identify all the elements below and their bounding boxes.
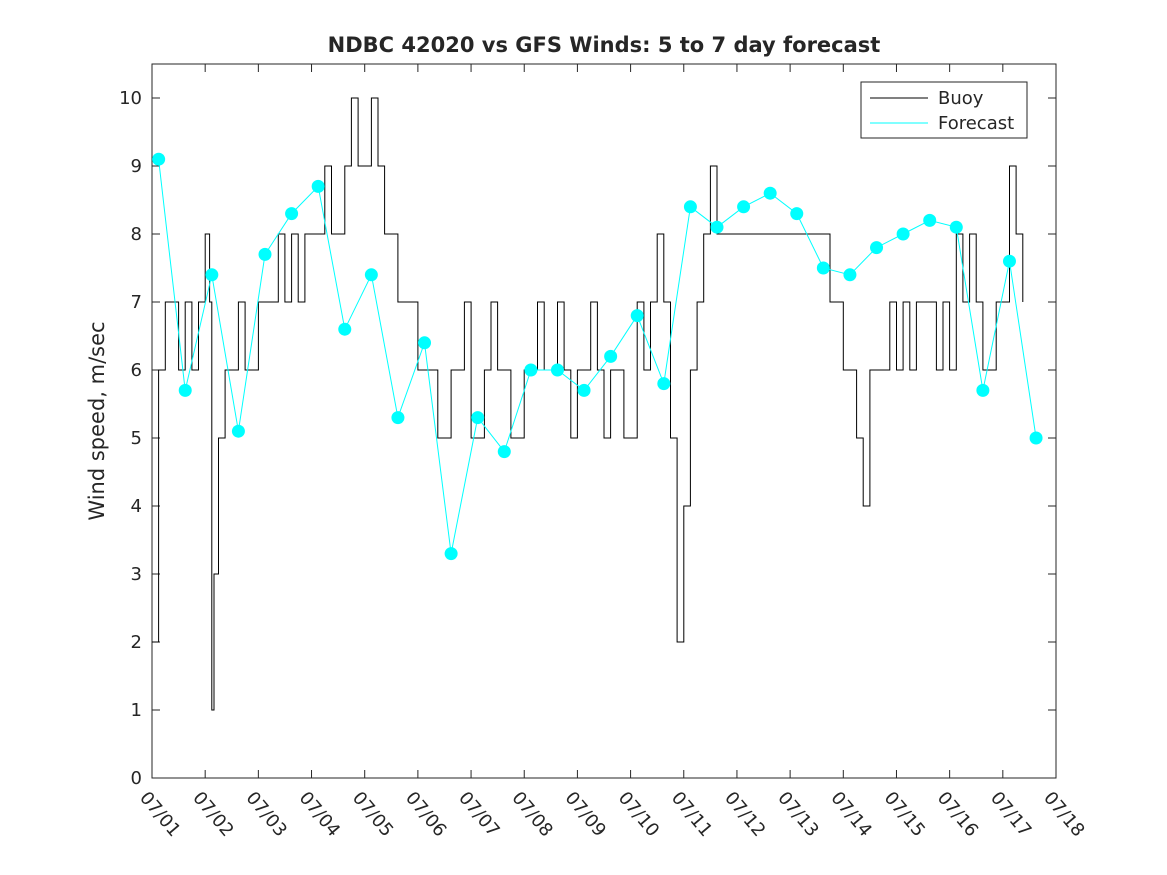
forecast-point	[763, 186, 777, 200]
legend-label-forecast: Forecast	[938, 113, 1014, 134]
forecast-point	[683, 200, 697, 214]
forecast-point	[364, 268, 378, 282]
forecast-point	[231, 424, 245, 438]
y-tick-label: 10	[119, 88, 142, 109]
forecast-point	[1002, 254, 1016, 268]
forecast-point	[1029, 431, 1043, 445]
forecast-point	[338, 322, 352, 336]
forecast-point	[391, 411, 405, 425]
forecast-point	[550, 363, 564, 377]
y-tick-label: 1	[131, 700, 142, 721]
forecast-point	[630, 309, 644, 323]
forecast-point	[870, 241, 884, 255]
series-line-forecast	[158, 159, 1037, 554]
forecast-point	[737, 200, 751, 214]
forecast-point	[524, 363, 538, 377]
y-tick-label: 6	[131, 360, 142, 381]
forecast-point	[152, 152, 166, 166]
forecast-point	[949, 220, 963, 234]
forecast-point	[258, 247, 272, 261]
forecast-point	[843, 268, 857, 282]
forecast-point	[285, 207, 299, 221]
forecast-point	[178, 383, 192, 397]
y-tick-label: 2	[131, 632, 142, 653]
forecast-point	[790, 207, 804, 221]
series-line-buoy	[152, 97, 1024, 711]
y-tick-label: 3	[131, 564, 142, 585]
forecast-point	[497, 445, 511, 459]
forecast-point	[976, 383, 990, 397]
legend-box	[860, 81, 1028, 139]
forecast-point	[816, 261, 830, 275]
forecast-point	[444, 547, 458, 561]
y-tick-label: 4	[131, 496, 142, 517]
forecast-point	[923, 213, 937, 227]
forecast-point	[205, 268, 219, 282]
chart-title: NDBC 42020 vs GFS Winds: 5 to 7 day fore…	[328, 33, 881, 57]
y-tick-label: 9	[131, 156, 142, 177]
legend: Buoy Forecast	[860, 81, 1028, 139]
y-tick-label: 5	[131, 428, 142, 449]
forecast-point	[418, 336, 432, 350]
y-axis-label: Wind speed, m/sec	[85, 321, 109, 520]
forecast-point	[896, 227, 910, 241]
y-tick-label: 0	[131, 768, 142, 789]
plot-series	[152, 97, 1043, 711]
y-tick-label: 8	[131, 224, 142, 245]
forecast-point	[710, 220, 724, 234]
forecast-point	[471, 411, 485, 425]
forecast-point	[311, 179, 325, 193]
y-tick-label: 7	[131, 292, 142, 313]
forecast-point	[577, 383, 591, 397]
forecast-point	[604, 349, 618, 363]
forecast-point	[657, 377, 671, 391]
legend-label-buoy: Buoy	[938, 88, 984, 109]
